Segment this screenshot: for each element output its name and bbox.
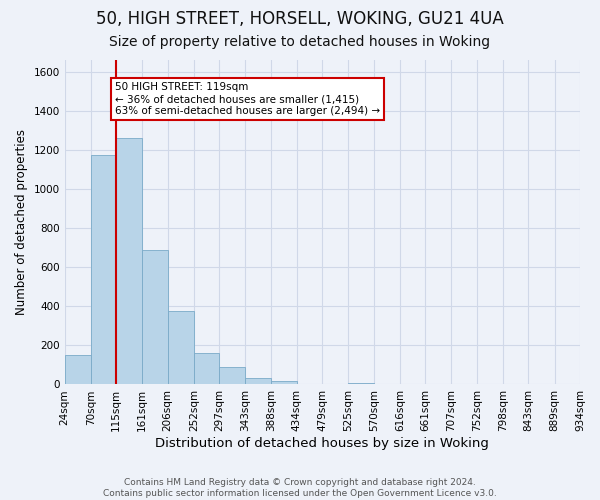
- Bar: [194, 353, 219, 384]
- Bar: [245, 378, 271, 384]
- Bar: [116, 138, 142, 384]
- Text: 50 HIGH STREET: 119sqm
← 36% of detached houses are smaller (1,415)
63% of semi-: 50 HIGH STREET: 119sqm ← 36% of detached…: [115, 82, 380, 116]
- Bar: [219, 367, 245, 384]
- X-axis label: Distribution of detached houses by size in Woking: Distribution of detached houses by size …: [155, 437, 489, 450]
- Y-axis label: Number of detached properties: Number of detached properties: [15, 129, 28, 315]
- Bar: [271, 380, 297, 384]
- Bar: [142, 250, 168, 384]
- Bar: [349, 382, 374, 384]
- Bar: [168, 311, 194, 384]
- Bar: [91, 155, 116, 384]
- Bar: [65, 355, 91, 384]
- Text: 50, HIGH STREET, HORSELL, WOKING, GU21 4UA: 50, HIGH STREET, HORSELL, WOKING, GU21 4…: [96, 10, 504, 28]
- Text: Contains HM Land Registry data © Crown copyright and database right 2024.
Contai: Contains HM Land Registry data © Crown c…: [103, 478, 497, 498]
- Text: Size of property relative to detached houses in Woking: Size of property relative to detached ho…: [109, 35, 491, 49]
